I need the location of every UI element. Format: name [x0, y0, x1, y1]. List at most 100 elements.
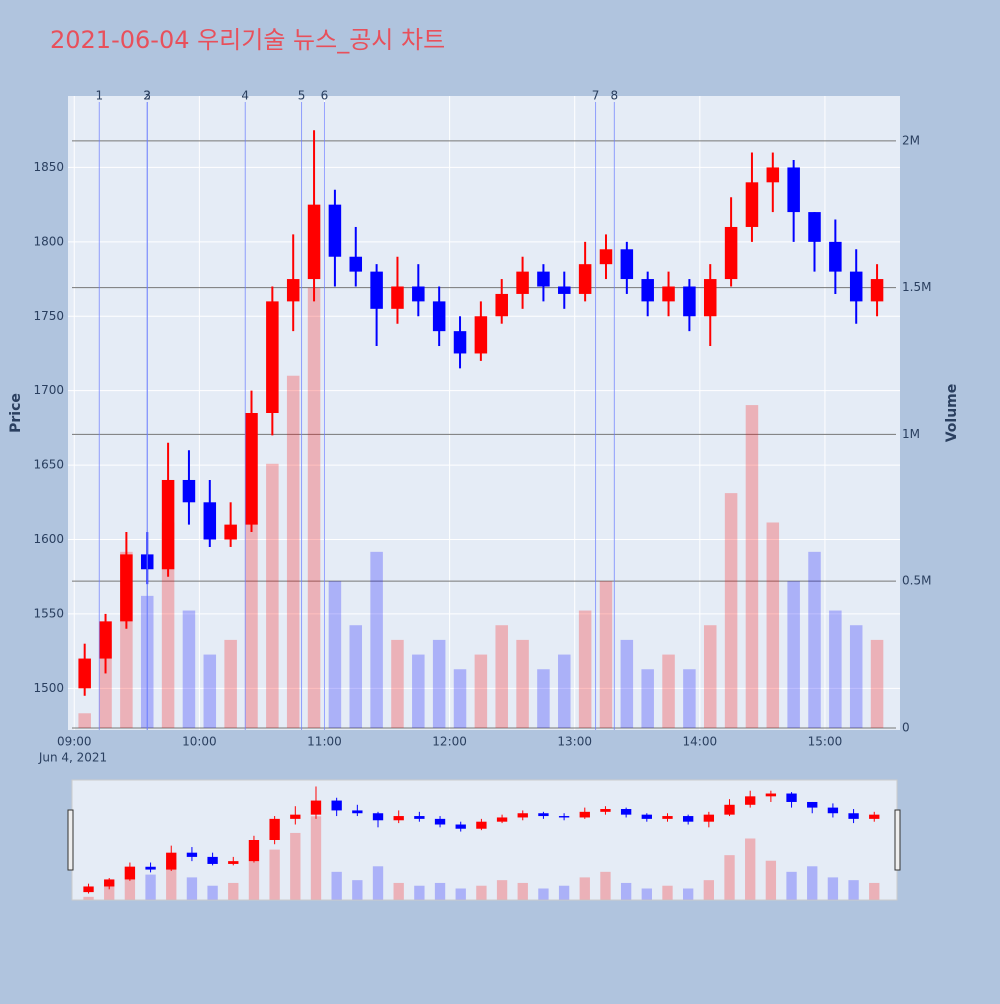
candle-body	[870, 279, 884, 302]
volume-bar	[182, 610, 196, 728]
candle-body	[455, 824, 466, 829]
candle-body	[703, 814, 715, 822]
y-tick-label: 1750	[33, 309, 64, 323]
candle-body	[307, 204, 321, 280]
volume-bar	[393, 882, 404, 900]
x-tick-label: 12:00	[432, 735, 467, 749]
volume-bar	[269, 849, 280, 900]
x-date-label: Jun 4, 2021	[38, 751, 107, 765]
volume-bar	[662, 885, 673, 900]
volume-bar	[186, 877, 198, 900]
volume-bar	[476, 885, 487, 900]
candle-body	[245, 413, 258, 525]
plot-area	[68, 96, 900, 730]
volume-bar	[412, 654, 425, 728]
volume-bar	[290, 832, 301, 900]
candle-body	[99, 621, 112, 659]
volume-bar	[310, 816, 322, 900]
candle-body	[620, 249, 634, 280]
volume-bar	[807, 866, 818, 900]
chart-title: 2021-06-04 우리기술 뉴스_공시 차트	[50, 26, 445, 54]
candle-body	[476, 821, 487, 829]
news-label: 5	[298, 89, 306, 103]
volume-bar	[453, 669, 467, 728]
volume-bar	[683, 669, 696, 728]
candle-body	[496, 817, 508, 822]
slider-handle[interactable]	[67, 809, 74, 871]
candle-body	[331, 800, 342, 811]
volume-bar	[787, 581, 800, 728]
y2-tick-label: 1M	[902, 427, 920, 441]
y2-tick-label: 0.5M	[902, 574, 931, 588]
volume-bar	[578, 610, 592, 728]
y2-axis-title: Volume	[944, 384, 960, 443]
candle-body	[869, 814, 880, 819]
candle-body	[78, 658, 91, 689]
candle-body	[620, 809, 632, 815]
candle-body	[207, 856, 218, 864]
volume-bar	[99, 639, 112, 728]
candle-body	[453, 331, 467, 354]
candle-body	[182, 479, 196, 503]
candle-body	[224, 524, 237, 540]
candle-body	[662, 816, 673, 819]
volume-bar	[537, 669, 550, 728]
volume-bar	[124, 866, 136, 900]
volume-bar	[641, 669, 654, 728]
volume-bar	[434, 882, 446, 900]
volume-bar	[78, 713, 91, 728]
volume-bar	[848, 880, 859, 900]
volume-bar	[600, 871, 611, 900]
x-tick-label: 11:00	[307, 735, 342, 749]
volume-bar	[620, 882, 632, 900]
candle-body	[724, 804, 735, 815]
candle-body	[349, 256, 363, 272]
volume-bar	[370, 551, 383, 728]
volume-bar	[349, 625, 363, 728]
candle-body	[641, 279, 654, 302]
volume-bar	[495, 625, 508, 728]
candle-body	[290, 814, 301, 819]
volume-bar	[432, 639, 446, 728]
candle-body	[745, 182, 759, 227]
candle-body	[808, 212, 821, 242]
volume-bar	[516, 639, 529, 728]
candle-body	[745, 796, 756, 805]
candle-body	[766, 167, 780, 183]
candle-body	[703, 279, 717, 317]
candle-body	[370, 271, 383, 309]
volume-bar	[745, 405, 759, 728]
y2-tick-label: 0	[902, 720, 910, 734]
volume-bar	[104, 882, 115, 900]
slider-handle[interactable]	[894, 809, 901, 871]
candle-body	[310, 800, 322, 815]
y-tick-label: 1800	[33, 234, 64, 248]
volume-bar	[870, 639, 884, 728]
volume-bar	[662, 654, 675, 728]
candle-body	[393, 816, 404, 821]
candle-body	[538, 813, 549, 817]
candle-body	[286, 279, 300, 302]
volume-bar	[766, 522, 780, 728]
volume-bar	[248, 860, 260, 900]
candle-body	[266, 301, 279, 413]
candle-body	[124, 866, 136, 880]
volume-bar	[207, 885, 218, 900]
range-slider[interactable]	[71, 779, 898, 901]
y-axis-title: Price	[8, 393, 24, 433]
y2-tick-label: 1.5M	[902, 280, 931, 294]
news-label: 8	[611, 89, 619, 103]
x-tick-label: 13:00	[557, 735, 592, 749]
volume-bar	[307, 287, 321, 728]
volume-bar	[414, 885, 425, 900]
volume-bar	[228, 882, 239, 900]
volume-bar	[745, 838, 756, 900]
volume-bar	[391, 639, 404, 728]
candle-body	[829, 241, 842, 272]
news-label: 1	[95, 89, 103, 103]
volume-bar	[538, 888, 549, 900]
x-tick-label: 10:00	[182, 735, 217, 749]
candle-body	[516, 271, 529, 294]
candle-body	[682, 816, 694, 822]
volume-bar	[620, 639, 634, 728]
